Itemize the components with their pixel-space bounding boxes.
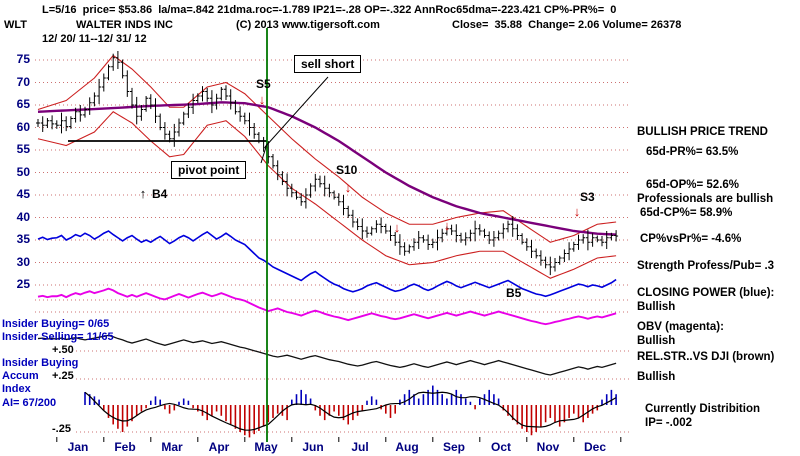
month-label: May xyxy=(254,440,278,454)
price-tick-label: 60 xyxy=(16,119,30,134)
sell-signal-arrow-icon: ↓ xyxy=(444,218,451,233)
month-label: Nov xyxy=(536,440,560,454)
month-label: Jun xyxy=(302,440,324,454)
quote-line: Close= 35.88 Change= 2.06 Volume= 26378 xyxy=(452,19,682,31)
indicator-label: -.25 xyxy=(52,423,71,435)
indicator-label: AI= 67/200 xyxy=(2,397,57,409)
sell-signal-arrow-icon: ↓ xyxy=(259,92,266,107)
indicator-label: +.50 xyxy=(52,344,74,356)
buy-signal-arrow-icon: ↑ xyxy=(140,186,147,201)
callout-box: sell short xyxy=(294,55,362,73)
month-label: Sep xyxy=(442,440,465,454)
signal-label: S10 xyxy=(336,163,358,177)
copyright-text: (C) 2013 www.tigersoft.com xyxy=(236,19,380,31)
signal-label: S5 xyxy=(256,77,271,91)
analysis-line: CLOSING POWER (blue): xyxy=(637,287,775,299)
analysis-line: IP= -.002 xyxy=(645,417,692,429)
indicator-label: Insider Buying xyxy=(2,357,79,369)
analysis-line: 65d-PR%= 63.5% xyxy=(646,146,739,158)
price-tick-label: 40 xyxy=(16,209,30,224)
indicator-label: Insider Selling= 11/65 xyxy=(2,331,114,343)
month-label: Apr xyxy=(208,440,230,454)
analysis-line: Strength Profess/Pub= .3 xyxy=(637,260,775,272)
price-tick-label: 50 xyxy=(16,164,30,179)
month-label: Dec xyxy=(583,440,606,454)
indicator-label: +.25 xyxy=(52,370,74,382)
month-label: Jul xyxy=(351,440,369,454)
price-tick-label: 75 xyxy=(16,52,30,66)
company-name: WALTER INDS INC xyxy=(76,19,173,31)
analysis-line: Bullish xyxy=(637,335,676,347)
price-tick-label: 55 xyxy=(16,142,30,156)
price-tick-label: 30 xyxy=(16,254,30,269)
month-label: Mar xyxy=(161,440,183,454)
indicator-label: Insider Buying= 0/65 xyxy=(2,318,110,330)
analysis-line: REL.STR..VS DJI (brown) xyxy=(637,351,775,363)
price-tick-label: 45 xyxy=(16,187,30,201)
signal-label: B5 xyxy=(506,286,522,300)
analysis-line: Professionals are bullish xyxy=(637,193,774,205)
sell-signal-arrow-icon: ↓ xyxy=(574,204,581,219)
callout-box: pivot point xyxy=(171,161,247,179)
signal-label: B4 xyxy=(152,187,168,201)
analysis-line: Bullish xyxy=(637,301,676,313)
analysis-line: CP%vsPr%= -4.6% xyxy=(640,233,742,245)
price-tick-label: 35 xyxy=(16,232,30,246)
indicator-label: Accum xyxy=(2,370,39,382)
sell-signal-arrow-icon: ↓ xyxy=(345,180,352,195)
analysis-line: Currently Distribition xyxy=(645,403,761,415)
month-label: Jan xyxy=(67,440,89,454)
month-label: Oct xyxy=(490,440,511,454)
indicator-label: Index xyxy=(2,383,31,395)
price-tick-label: 65 xyxy=(16,97,30,111)
price-tick-label: 25 xyxy=(16,277,30,291)
analysis-line: OBV (magenta): xyxy=(637,321,724,333)
analysis-line: Bullish xyxy=(637,371,676,383)
price-tick-label: 70 xyxy=(16,74,30,89)
signal-label: S3 xyxy=(580,190,595,204)
month-label: Aug xyxy=(395,440,419,454)
stats-header-line: L=5/16 price= $53.86 la/ma=.842 21dma.ro… xyxy=(42,4,617,16)
analysis-line: 65d-OP%= 52.6% xyxy=(646,179,740,191)
sell-signal-arrow-icon: ↓ xyxy=(394,220,401,235)
analysis-line: BULLISH PRICE TREND xyxy=(637,126,768,138)
ticker-symbol: WLT xyxy=(4,19,28,31)
month-label: Feb xyxy=(114,440,136,454)
analysis-line: 65d-CP%= 58.9% xyxy=(640,207,733,219)
date-range: 12/ 20/ 11--12/ 31/ 12 xyxy=(42,33,147,45)
